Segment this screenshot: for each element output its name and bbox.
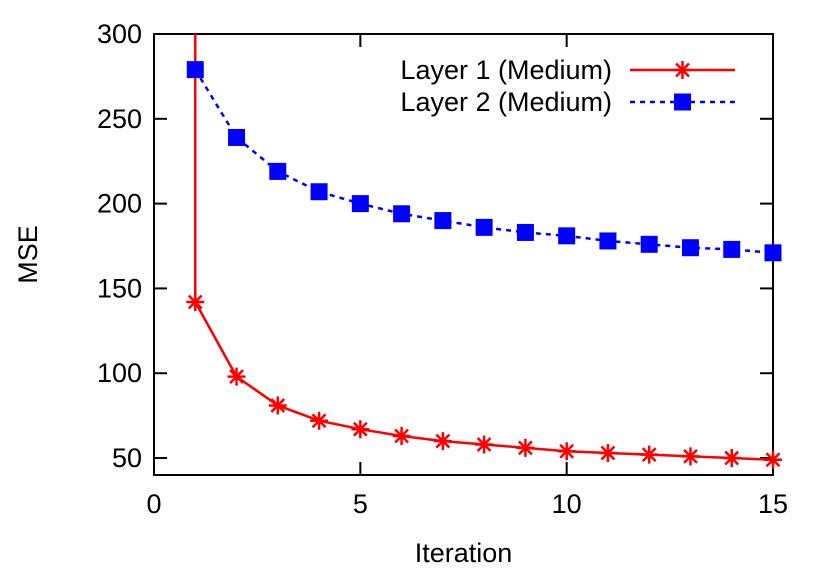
y-tick-label: 300 xyxy=(97,19,142,49)
series-1-point-glyph xyxy=(764,450,782,469)
y-tick-label: 250 xyxy=(97,104,142,134)
legend-label-1: Layer 1 (Medium) xyxy=(400,55,612,85)
series-2-point xyxy=(186,61,204,79)
series-1-point xyxy=(268,396,287,415)
axes: 50 100 150 200 250 300 0 5 10 15 xyxy=(97,19,788,519)
series-1-point-glyph xyxy=(516,438,535,457)
y-axis-label: MSE xyxy=(13,225,43,284)
series-2-point xyxy=(640,235,658,253)
legend-label-2: Layer 2 (Medium) xyxy=(400,87,612,117)
legend-marker-1-glyph xyxy=(673,61,692,79)
series-2-line xyxy=(194,68,774,255)
series-1-point-glyph xyxy=(640,445,659,464)
series-2-point xyxy=(393,205,411,223)
series-1-point xyxy=(516,438,535,457)
series-1-point xyxy=(640,445,659,464)
series-1-point xyxy=(433,432,452,451)
series-1-point-glyph xyxy=(351,420,370,439)
series-1-point xyxy=(598,443,617,462)
legend-marker-2 xyxy=(674,93,691,111)
series-2-point xyxy=(351,195,369,213)
series-1-point-glyph xyxy=(268,396,287,415)
series-1-point-glyph xyxy=(433,432,452,451)
series-1-point-glyph xyxy=(598,443,617,462)
series-1-point xyxy=(764,450,782,469)
series-2-point xyxy=(310,183,328,201)
series-1-point-glyph xyxy=(227,367,246,386)
x-tick-label: 5 xyxy=(353,489,368,519)
y-tick-label: 200 xyxy=(97,189,142,219)
series-1-point-glyph xyxy=(681,447,700,466)
series-1-point xyxy=(681,447,700,466)
series-1-point xyxy=(392,426,411,445)
series-1-point-glyph xyxy=(722,449,741,468)
series-1-point-glyph xyxy=(557,442,576,461)
series-2-point xyxy=(723,240,741,258)
series-1-point xyxy=(351,420,370,439)
series-2-point xyxy=(228,128,246,146)
series-2-point xyxy=(434,212,452,230)
series-1 xyxy=(186,34,782,469)
series-2 xyxy=(186,61,782,262)
series-1-point-glyph xyxy=(186,292,205,311)
x-axis-label: Iteration xyxy=(415,538,513,568)
series-2-point xyxy=(558,227,576,245)
plot-series xyxy=(186,34,782,469)
series-1-point xyxy=(722,449,741,468)
y-tick-label: 100 xyxy=(97,358,142,388)
series-1-point xyxy=(475,435,494,454)
series-2-point xyxy=(681,239,699,257)
x-tick-label: 15 xyxy=(758,489,788,519)
series-1-point-glyph xyxy=(310,411,329,430)
x-tick-label: 10 xyxy=(552,489,582,519)
series-1-point xyxy=(227,367,246,386)
series-1-point-glyph xyxy=(392,426,411,445)
series-1-point xyxy=(557,442,576,461)
legend-marker-1 xyxy=(673,61,692,79)
y-tick-label: 50 xyxy=(112,443,142,473)
series-2-point xyxy=(475,218,493,236)
series-1-point xyxy=(186,292,205,311)
series-1-point-glyph xyxy=(475,435,494,454)
series-2-point xyxy=(516,223,534,241)
series-1-point xyxy=(310,411,329,430)
series-1-line xyxy=(194,34,774,461)
series-2-point xyxy=(599,232,617,250)
series-2-point xyxy=(269,162,287,180)
series-2-point xyxy=(764,244,782,262)
x-tick-label: 0 xyxy=(146,489,161,519)
y-tick-label: 150 xyxy=(97,273,142,303)
legend: Layer 1 (Medium)Layer 2 (Medium) xyxy=(400,55,735,117)
